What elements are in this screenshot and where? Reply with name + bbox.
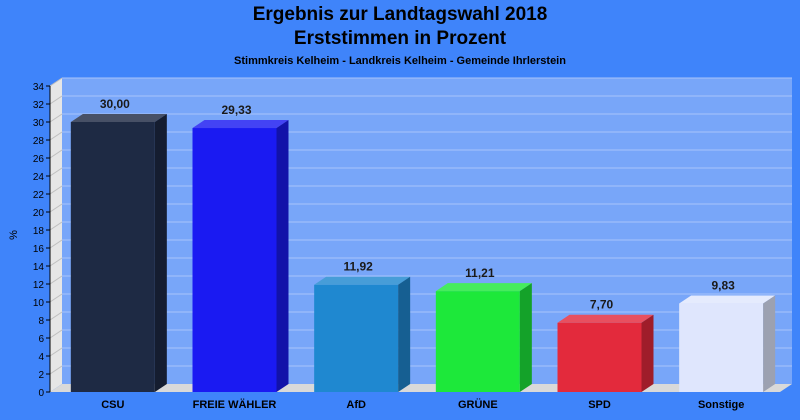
- y-tick-label: 6: [38, 334, 44, 345]
- data-label: 29,33: [221, 103, 251, 117]
- x-tick-label: SPD: [588, 399, 611, 411]
- y-tick-label: 2: [38, 370, 44, 381]
- bar-csu: [70, 114, 167, 392]
- bar-top: [557, 314, 654, 323]
- chart-title: Ergebnis zur Landtagswahl 2018: [252, 4, 548, 25]
- bar-front: [557, 322, 642, 392]
- bar-spd: [557, 314, 654, 392]
- bar-side: [763, 295, 776, 392]
- y-tick-label: 32: [33, 100, 45, 111]
- y-tick-label: 14: [33, 262, 45, 273]
- bar-front: [435, 291, 520, 392]
- bar-afd: [314, 276, 411, 392]
- grid-line-side: [49, 95, 63, 105]
- y-tick-label: 18: [33, 226, 45, 237]
- grid-line-side: [49, 113, 63, 123]
- bar-side: [519, 283, 532, 392]
- bar-side: [641, 314, 654, 392]
- bar-front: [192, 128, 277, 392]
- data-label: 7,70: [590, 298, 614, 312]
- grid-line-side: [49, 311, 63, 321]
- y-tick-label: 28: [33, 136, 45, 147]
- bar-front: [70, 122, 155, 392]
- y-tick-label: 26: [33, 154, 45, 165]
- y-tick-label: 0: [38, 388, 44, 399]
- x-tick-label: AfD: [346, 399, 366, 411]
- bar-freie-w-hler: [192, 120, 289, 392]
- bar-front: [314, 284, 399, 392]
- y-tick-label: 4: [38, 352, 44, 363]
- chart-subsubtitle: Stimmkreis Kelheim - Landkreis Kelheim -…: [234, 55, 566, 67]
- data-label: 9,83: [711, 279, 735, 293]
- x-tick-label: FREIE WÄHLER: [193, 398, 277, 411]
- grid-line-side: [49, 167, 63, 177]
- data-label: 11,92: [343, 260, 373, 274]
- y-tick-label: 34: [33, 82, 45, 93]
- bar-side: [276, 120, 289, 392]
- y-tick-label: 12: [33, 280, 45, 291]
- bar-side: [154, 114, 167, 392]
- y-tick-label: 10: [33, 298, 45, 309]
- grid-line-side: [49, 239, 63, 249]
- grid-line-side: [49, 203, 63, 213]
- grid-line-side: [49, 77, 63, 87]
- x-tick-label: GRÜNE: [458, 398, 498, 411]
- bar-top: [192, 120, 289, 129]
- grid-line-side: [49, 257, 63, 267]
- bar-top: [314, 276, 411, 285]
- y-axis-label: %: [8, 230, 20, 240]
- grid-line-side: [49, 329, 63, 339]
- y-tick-label: 24: [33, 172, 45, 183]
- bar-side: [398, 276, 411, 392]
- y-tick-label: 8: [38, 316, 44, 327]
- grid-line-side: [49, 347, 63, 357]
- bar-sonstige: [679, 295, 776, 392]
- chart-subtitle: Erststimmen in Prozent: [293, 28, 507, 49]
- y-tick-label: 20: [33, 208, 45, 219]
- grid-line-side: [49, 221, 63, 231]
- bar-top: [70, 114, 167, 122]
- x-tick-label: CSU: [101, 399, 124, 411]
- bar-gr-ne: [435, 283, 532, 392]
- bar-top: [679, 295, 776, 304]
- grid-line-side: [49, 275, 63, 285]
- x-tick-label: Sonstige: [698, 399, 744, 411]
- y-tick-label: 30: [33, 118, 45, 129]
- y-tick-label: 22: [33, 190, 45, 201]
- bar-front: [679, 303, 764, 392]
- data-label: 30,00: [100, 97, 130, 111]
- grid-line-side: [49, 149, 63, 159]
- y-tick-label: 16: [33, 244, 45, 255]
- grid-line-side: [49, 131, 63, 141]
- grid-line-side: [49, 185, 63, 195]
- grid-line-side: [49, 293, 63, 303]
- bar-top: [435, 283, 532, 292]
- grid-line-side: [49, 365, 63, 375]
- plot-side-wall: [50, 78, 62, 392]
- data-label: 11,21: [465, 266, 495, 280]
